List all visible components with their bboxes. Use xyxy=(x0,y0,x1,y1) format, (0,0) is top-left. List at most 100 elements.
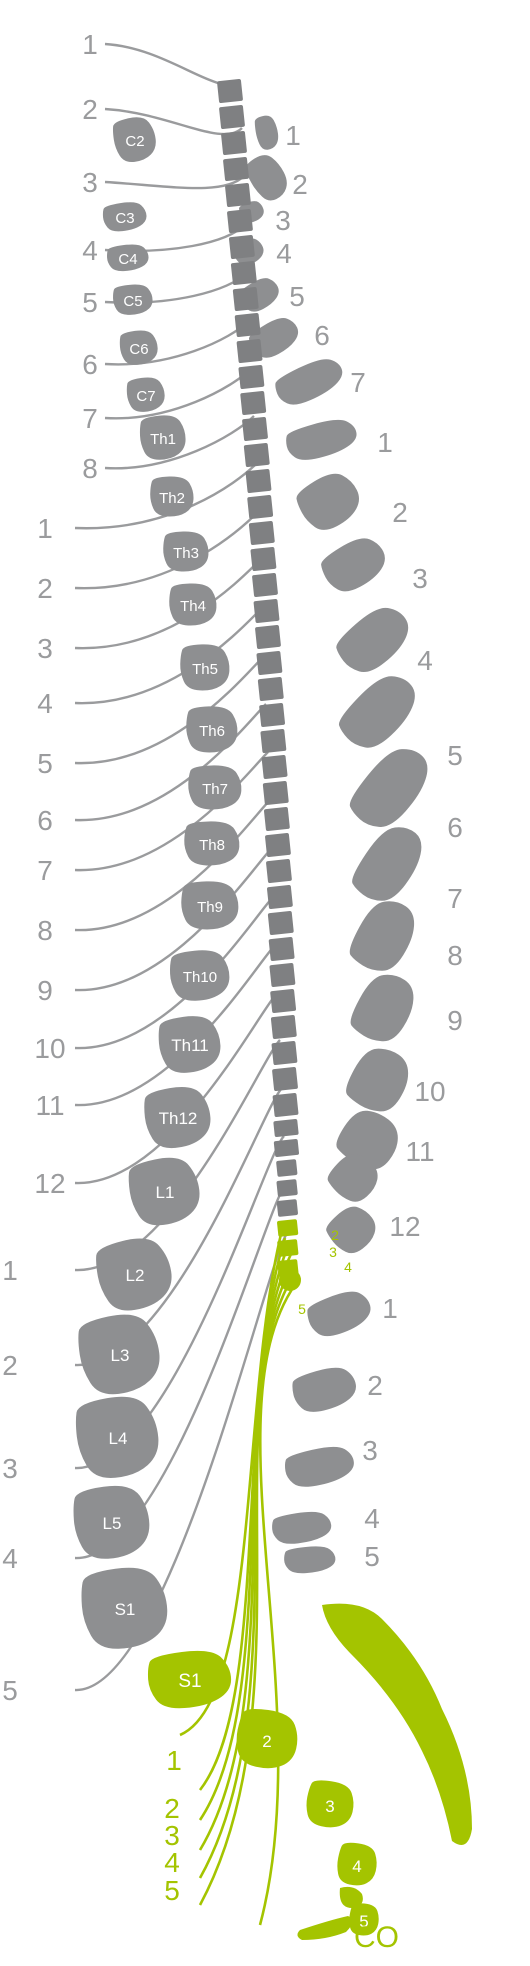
left-label-3: 3 xyxy=(82,167,98,198)
left-label-15: 7 xyxy=(37,855,53,886)
green-nerve-lines xyxy=(179,1229,302,1926)
left-label-12: 4 xyxy=(37,688,53,719)
vertebra-body-c5 xyxy=(113,284,153,315)
cord-segment-20 xyxy=(252,573,278,597)
left-label-23: 3 xyxy=(2,1453,18,1484)
cord-segment-46 xyxy=(277,1219,299,1237)
left-label-11: 3 xyxy=(37,633,53,664)
sacral-vertebra-s1: S1 xyxy=(147,1650,232,1709)
coccyx-bone-1 xyxy=(339,1886,363,1908)
green-nerve-3 xyxy=(198,1245,290,1821)
left-label-4: 4 xyxy=(82,235,98,266)
vertebra-label-c4: C4 xyxy=(118,251,137,268)
right-label-4: 4 xyxy=(276,238,292,269)
vertebra-l1: L1 xyxy=(128,1157,200,1226)
spinous-process-21 xyxy=(307,1291,371,1337)
conus-medullaris xyxy=(279,1269,301,1291)
spinous-process-20 xyxy=(326,1206,376,1254)
spinal-cord xyxy=(217,79,301,1291)
cord-segment-12 xyxy=(238,365,265,389)
right-label-20: 1 xyxy=(382,1293,398,1324)
vertebra-body-l1 xyxy=(128,1157,200,1226)
spinous-process-8 xyxy=(286,419,357,460)
vertebra-label-th7: Th7 xyxy=(202,781,228,798)
left-label-17: 9 xyxy=(37,975,53,1006)
vertebra-label-th11: Th11 xyxy=(171,1036,209,1055)
vertebra-label-th2: Th2 xyxy=(159,490,185,507)
cord-segment-42 xyxy=(273,1138,299,1158)
sacral-body-s5 xyxy=(349,1903,379,1936)
cord-segment-17 xyxy=(247,495,274,519)
cord-segment-34 xyxy=(268,937,295,961)
cord-segment-18 xyxy=(248,521,275,545)
vertebra-label-c2: C2 xyxy=(125,133,144,150)
sacral-nerve-label-5: 5 xyxy=(164,1875,180,1906)
vertebra-label-th8: Th8 xyxy=(199,837,225,854)
sacral-nerve-label-3: 3 xyxy=(164,1820,180,1851)
vertebra-label-th9: Th9 xyxy=(197,899,223,916)
cord-labels: 234 5 xyxy=(298,1227,352,1317)
vertebra-l3: L3 xyxy=(78,1314,160,1395)
green-nerve-4 xyxy=(198,1253,293,1851)
spinous-process-11 xyxy=(336,607,409,673)
left-label-24: 4 xyxy=(2,1543,18,1574)
vertebra-th12: Th12 xyxy=(144,1086,211,1149)
cord-segment-40 xyxy=(272,1093,299,1117)
vertebra-l4: L4 xyxy=(75,1396,159,1478)
left-label-2: 2 xyxy=(82,94,98,125)
cord-segment-27 xyxy=(261,755,288,779)
cord-segment-6 xyxy=(227,209,253,233)
vertebra-c5: C5 xyxy=(113,284,153,315)
sacral-vertebra-s5: 5 xyxy=(349,1903,379,1936)
vertebra-body-th5 xyxy=(180,644,230,691)
spinous-process-12 xyxy=(338,676,415,748)
right-label-9: 2 xyxy=(392,497,408,528)
left-label-19: 11 xyxy=(35,1090,64,1121)
cord-segment-25 xyxy=(259,703,285,727)
vertebra-label-th5: Th5 xyxy=(192,661,218,678)
right-label-19: 12 xyxy=(389,1211,420,1242)
right-label-8: 1 xyxy=(377,427,393,458)
cord-segment-41 xyxy=(273,1118,299,1138)
left-label-10: 2 xyxy=(37,573,53,604)
spinous-process-7 xyxy=(275,359,343,405)
sacral-label-s3: 3 xyxy=(325,1797,334,1816)
spinous-process-19 xyxy=(327,1154,378,1202)
vertebra-label-c3: C3 xyxy=(115,210,134,227)
cord-segment-39 xyxy=(272,1067,298,1091)
vertebra-body-th6 xyxy=(186,706,238,753)
vertebra-body-th3 xyxy=(163,531,209,572)
vertebra-label-s1: S1 xyxy=(115,1600,136,1619)
right-label-14: 7 xyxy=(447,883,463,914)
left-label-20: 12 xyxy=(34,1168,65,1199)
sacral-body-s2 xyxy=(236,1708,298,1769)
vertebra-body-th8 xyxy=(184,821,240,866)
gray-nerve-12 xyxy=(74,607,263,705)
right-label-17: 10 xyxy=(414,1076,445,1107)
vertebra-body-l5 xyxy=(73,1485,150,1559)
cord-segment-29 xyxy=(263,807,290,831)
cord-segment-47 xyxy=(277,1239,299,1257)
spinous-process-25 xyxy=(284,1546,336,1574)
vertebra-label-l2: L2 xyxy=(126,1266,145,1285)
vertebra-label-c7: C7 xyxy=(136,388,155,405)
vertebra-th11: Th11 xyxy=(158,1016,221,1073)
cord-segment-4 xyxy=(223,157,249,181)
vertebra-body-l2 xyxy=(96,1238,172,1311)
spinous-process-1 xyxy=(254,115,279,150)
vertebra-body-th12 xyxy=(144,1086,211,1149)
vertebra-th2: Th2 xyxy=(150,476,194,517)
vertebra-label-th4: Th4 xyxy=(180,598,206,615)
cord-label-3: 4 xyxy=(344,1259,352,1275)
vertebra-label-th10: Th10 xyxy=(183,969,217,986)
gray-nerve-13 xyxy=(74,655,265,765)
spinous-process-14 xyxy=(352,827,422,901)
green-nerve-6 xyxy=(198,1269,299,1906)
cord-segment-38 xyxy=(271,1041,298,1065)
cord-segment-32 xyxy=(267,885,293,909)
vertebra-label-l5: L5 xyxy=(103,1514,122,1533)
cord-segment-16 xyxy=(245,469,272,493)
